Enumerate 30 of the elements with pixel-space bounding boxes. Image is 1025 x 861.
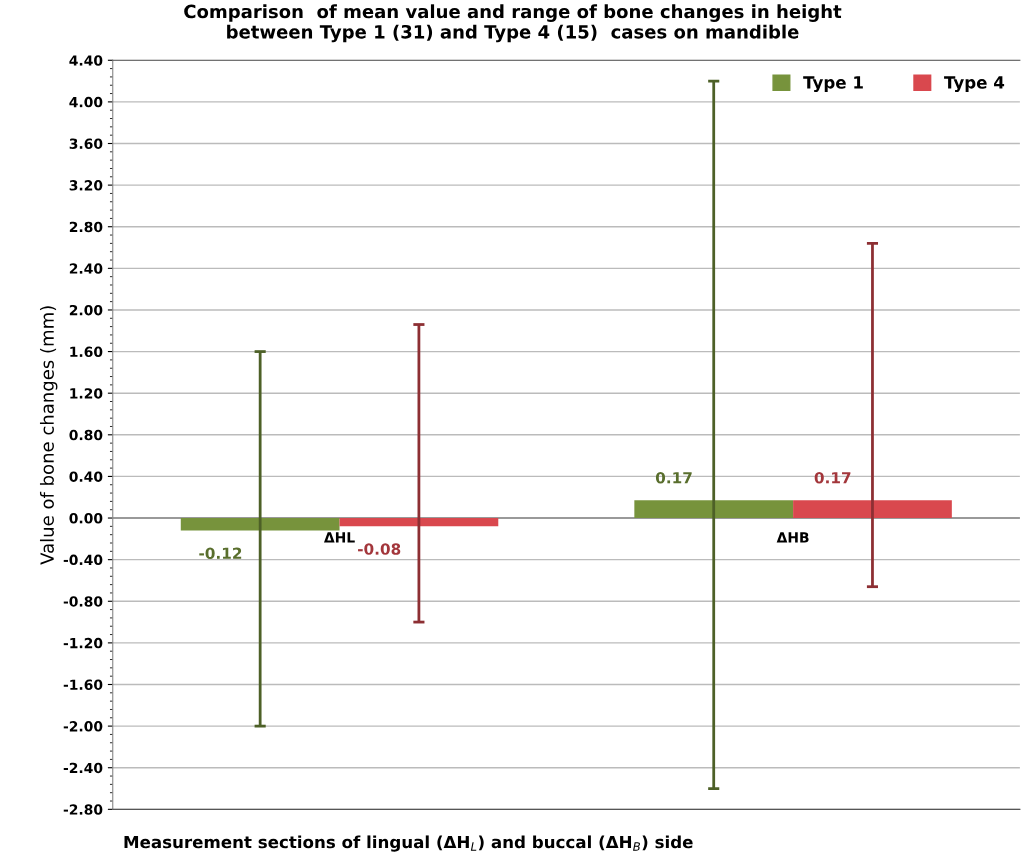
chart-title: Comparison of mean value and range of bone changes in height between Type 1 (31) and Type 4 (15) cases on mandible — [184, 4, 842, 43]
y-tick-label: 1.60 — [70, 346, 103, 358]
x-tick-label: ΔHL — [323, 532, 355, 543]
y-tick-label: 2.00 — [69, 304, 103, 316]
y-tick-label: -1.60 — [63, 679, 103, 690]
y-tick-label: 3.60 — [69, 138, 103, 149]
y-tick-label: -2.00 — [63, 721, 103, 732]
y-tick-label: 2.80 — [69, 221, 103, 233]
y-tick-label: -2.40 — [63, 762, 103, 774]
y-tick-label: 0.40 — [69, 471, 103, 482]
legend-label: Type 4 — [944, 76, 1005, 93]
data-label: 0.17 — [814, 471, 851, 484]
y-tick-label: -1.20 — [63, 637, 103, 649]
data-label: 0.17 — [655, 471, 692, 484]
y-tick-label: 1.20 — [70, 388, 103, 399]
y-axis-title: Value of bone changes (mm) — [39, 306, 58, 565]
legend-label: Type 1 — [803, 76, 863, 93]
y-tick-label: 2.40 — [69, 263, 103, 274]
x-axis-title: Measurement sections of lingual (ΔH$_{L}$) and buccal (ΔH$_{B}$) side — [124, 835, 693, 852]
data-label: -0.12 — [199, 547, 242, 560]
y-tick-label: -0.80 — [63, 596, 103, 607]
y-tick-label: 0.00 — [69, 513, 103, 524]
y-tick-label: 0.80 — [69, 429, 103, 441]
x-tick-label: ΔHB — [776, 532, 809, 543]
y-tick-label: -0.40 — [63, 554, 103, 566]
y-tick-label: 4.00 — [69, 96, 103, 108]
y-tick-label: 3.20 — [69, 180, 103, 191]
y-tick-label: 4.40 — [69, 55, 103, 66]
data-label: -0.08 — [358, 543, 401, 555]
y-tick-label: -2.80 — [63, 804, 103, 815]
